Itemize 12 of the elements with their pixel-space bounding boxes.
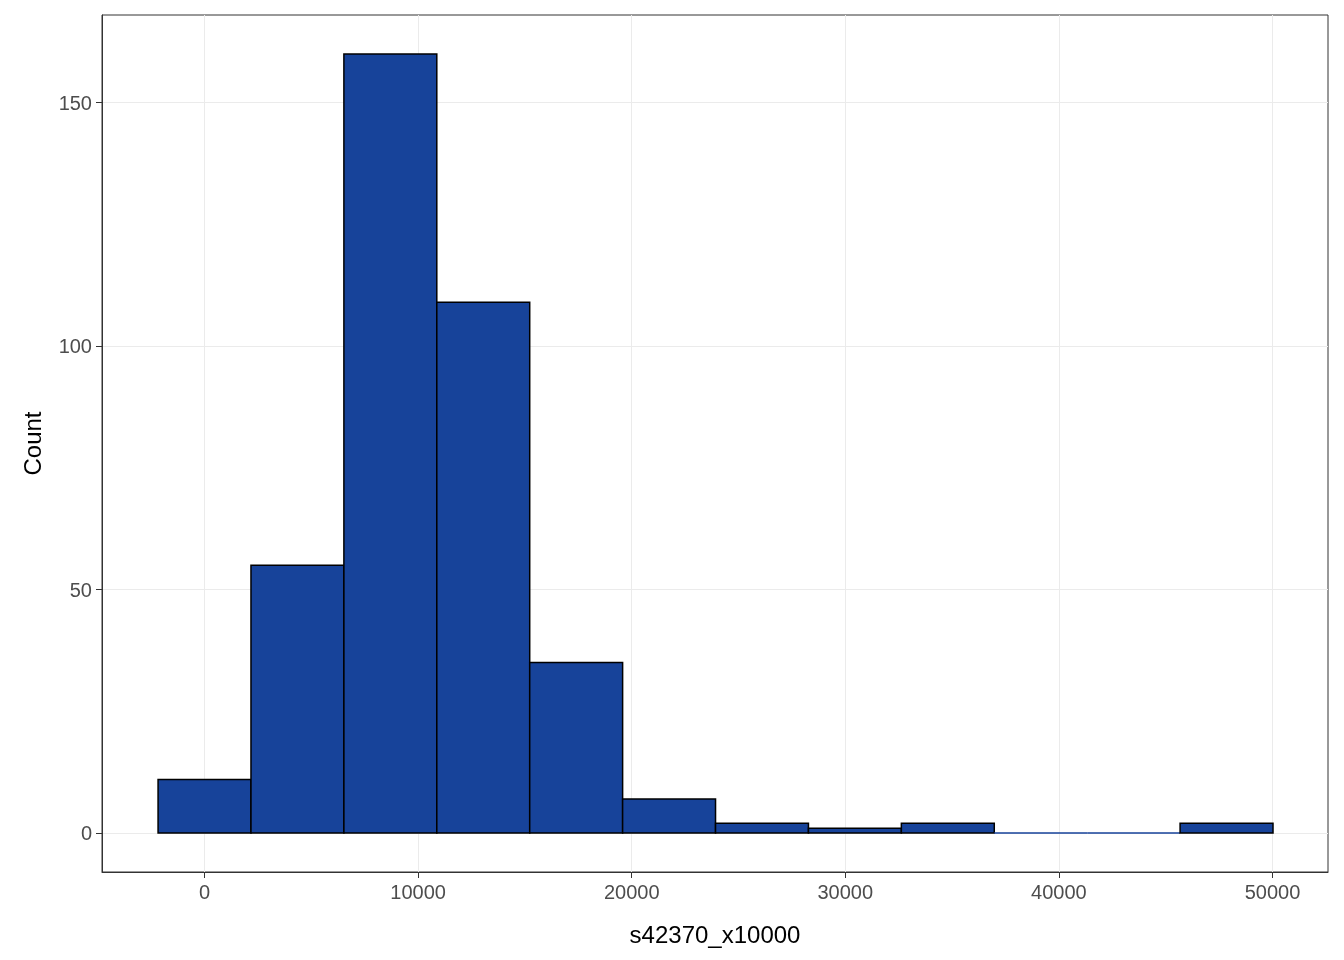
x-tick-label: 20000 [603,881,660,903]
x-tick-label: 40000 [1031,881,1087,903]
y-axis-title: Count [18,411,46,476]
x-tick-label: 0 [198,881,211,903]
y-tick-label: 50 [69,578,92,601]
x-axis-title: s42370_x10000 [629,920,801,948]
x-tick-label: 10000 [390,881,446,903]
y-tick-label: 0 [80,822,92,845]
x-tick-label: 30000 [817,881,874,903]
y-tick-label: 100 [58,335,92,358]
x-tick-label: 50000 [1244,881,1301,903]
y-tick-label: 150 [58,91,92,114]
